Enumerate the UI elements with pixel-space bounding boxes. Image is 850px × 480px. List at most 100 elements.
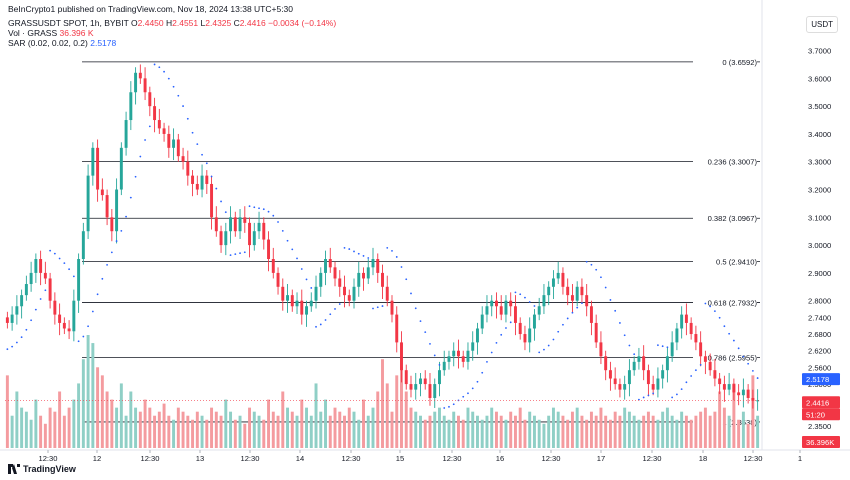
candle-body xyxy=(238,217,242,232)
sar-dot xyxy=(524,296,526,299)
candle-body xyxy=(195,183,199,190)
y-tick-label: 3.0000 xyxy=(808,241,831,250)
candle-body xyxy=(537,306,541,315)
sar-dot xyxy=(680,388,683,391)
sar-dot xyxy=(647,394,650,397)
sar-dot xyxy=(96,293,99,296)
x-tick-label: 12:30 xyxy=(240,454,259,463)
candle-body xyxy=(718,378,722,385)
sar-dot xyxy=(699,363,702,366)
volume-bar xyxy=(347,407,351,448)
sar-dot xyxy=(737,347,740,350)
sar-dot xyxy=(315,325,317,328)
last-price-tag: 2.4416 xyxy=(806,398,829,407)
tradingview-logo: TradingView xyxy=(8,464,76,474)
sar-dot xyxy=(348,248,351,250)
volume-bar xyxy=(656,419,660,448)
open-value: 2.4450 xyxy=(137,18,164,28)
sar-dot xyxy=(704,302,707,305)
sar-dot xyxy=(77,340,80,343)
volume-bar xyxy=(395,375,399,448)
sar-dot xyxy=(552,338,555,341)
volume-value: 36.396 K xyxy=(59,28,94,38)
sar-dot xyxy=(182,105,184,107)
sar-dot xyxy=(756,377,759,379)
candle-body xyxy=(62,322,66,329)
candle-body xyxy=(352,286,356,301)
publisher-line: BeInCrypto1 published on TradingView.com… xyxy=(8,4,294,14)
candle-body xyxy=(271,259,275,273)
sar-dot xyxy=(144,139,146,141)
sar-dot xyxy=(471,387,474,390)
volume-bar xyxy=(271,411,275,448)
sar-dot xyxy=(533,305,536,307)
candle-body xyxy=(381,272,384,287)
volume-bar xyxy=(699,411,703,448)
candle-body xyxy=(24,284,28,296)
volume-bar xyxy=(594,415,598,448)
candle-body xyxy=(433,384,437,398)
sar-dot xyxy=(15,341,18,344)
candle-body xyxy=(115,189,119,232)
volume-bar xyxy=(722,407,726,448)
sar-dot xyxy=(500,333,503,336)
y-tick-label: 3.5000 xyxy=(808,102,831,111)
volume-legend: Vol · GRASS 36.396 K xyxy=(8,28,94,38)
sar-dot xyxy=(281,229,284,232)
candle-body xyxy=(333,267,337,279)
volume-bar xyxy=(646,411,650,448)
volume-bar xyxy=(210,407,214,448)
sar-dot xyxy=(481,371,484,374)
x-tick-label: 18 xyxy=(699,454,707,463)
candle-body xyxy=(138,72,142,79)
sar-dot xyxy=(419,320,422,322)
volume-bar xyxy=(5,375,9,448)
candle-body xyxy=(181,156,185,162)
volume-bar xyxy=(613,411,617,448)
tradingview-logo-icon xyxy=(8,464,20,474)
fib-label-bg xyxy=(693,255,757,267)
sar-dot xyxy=(120,230,123,232)
candle-body xyxy=(148,92,152,107)
candle-body xyxy=(219,231,223,246)
sar-dot xyxy=(39,298,42,300)
sar-dot xyxy=(742,355,745,358)
sar-dot xyxy=(633,353,636,356)
candle-body xyxy=(409,384,413,390)
candle-body xyxy=(713,370,717,379)
sar-dot xyxy=(220,200,222,203)
candle-body xyxy=(461,356,465,362)
sar-dot xyxy=(25,328,28,331)
sar-label: SAR (0.02, 0.02, 0.2) xyxy=(8,38,88,48)
volume-bar xyxy=(566,419,570,448)
low-value: 2.4325 xyxy=(205,18,232,28)
volume-bar xyxy=(328,415,332,448)
volume-bar xyxy=(53,411,57,448)
candle-body xyxy=(390,300,394,315)
sar-dot xyxy=(286,239,289,242)
candle-body xyxy=(86,175,90,232)
volume-bar xyxy=(694,415,698,448)
volume-tag-bg xyxy=(802,436,840,448)
candle-body xyxy=(428,384,432,398)
sar-dot xyxy=(623,334,626,337)
candle-body xyxy=(39,259,43,273)
volume-bar xyxy=(205,419,209,448)
volume-bar xyxy=(20,407,24,448)
x-tick-label: 12:30 xyxy=(743,454,762,463)
sar-dot xyxy=(262,208,265,211)
volume-bar xyxy=(233,419,237,448)
volume-bar xyxy=(267,399,271,448)
quote-currency-button[interactable]: USDT xyxy=(806,16,838,33)
volume-bar xyxy=(248,407,252,448)
candle-body xyxy=(594,322,598,343)
sar-dot xyxy=(690,375,693,377)
candle-body xyxy=(110,217,114,232)
volume-bar xyxy=(176,407,180,448)
sar-dot xyxy=(6,348,9,351)
candle-body xyxy=(737,392,741,396)
volume-bar xyxy=(713,411,717,448)
volume-bar xyxy=(134,407,138,448)
sar-dot xyxy=(528,301,531,303)
